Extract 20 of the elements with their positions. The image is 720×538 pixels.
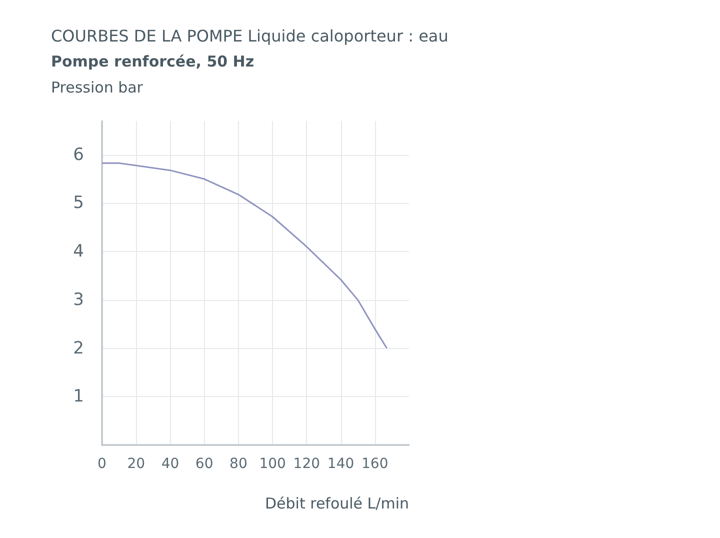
y-tick-label: 6: [73, 144, 84, 165]
chart-subtitle: Pompe renforcée, 50 Hz: [51, 52, 254, 70]
y-axis-title: Pression bar: [51, 78, 144, 96]
y-tick-label: 1: [73, 386, 84, 407]
chart-title: COURBES DE LA POMPE Liquide caloporteur : eau: [51, 26, 448, 46]
x-tick-label: 140: [327, 456, 354, 472]
x-tick-label: 160: [362, 456, 388, 472]
y-tick-label: 2: [73, 338, 84, 358]
x-tick-label: 100: [259, 456, 286, 472]
x-tick-label: 120: [293, 456, 320, 472]
x-tick-label: 40: [161, 456, 180, 472]
x-tick-label: 20: [127, 456, 146, 472]
y-tick-label: 4: [73, 242, 84, 262]
y-tick-label: 3: [73, 290, 84, 310]
x-tick-label: 80: [230, 456, 248, 472]
x-axis-title: Débit refoulé L/min: [264, 494, 410, 512]
y-tick-label: 5: [73, 193, 84, 214]
x-tick-label: 60: [195, 456, 214, 472]
x-tick-label: 0: [98, 456, 106, 472]
line-series: [101, 162, 388, 350]
